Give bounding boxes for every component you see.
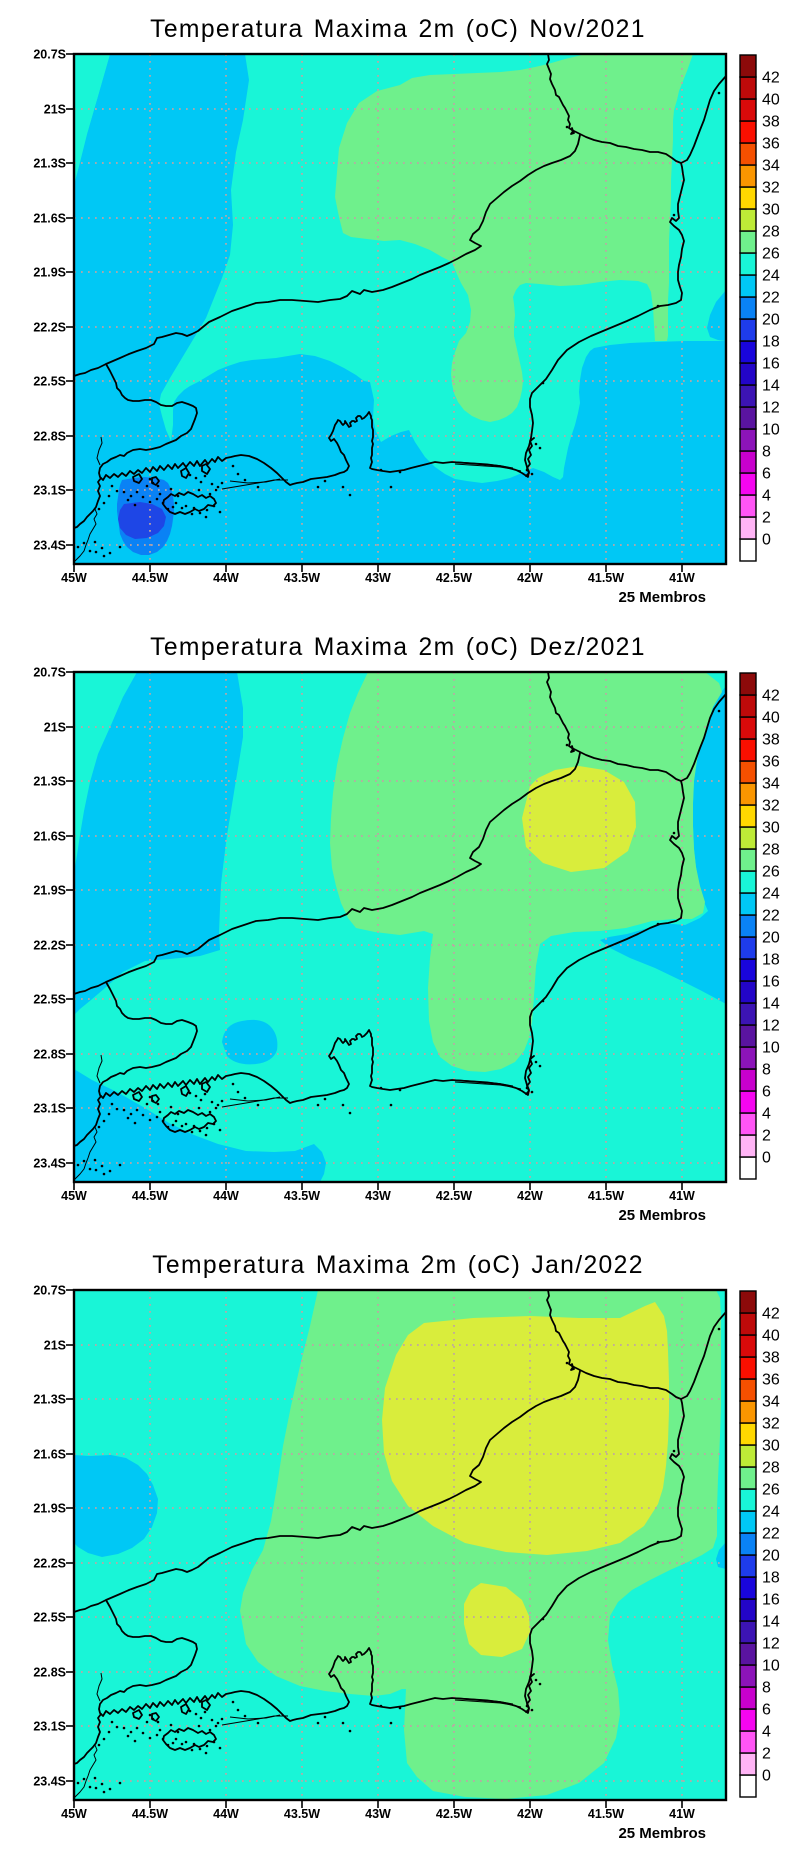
svg-text:22: 22	[762, 290, 780, 307]
svg-text:34: 34	[762, 158, 780, 175]
svg-text:23.4S: 23.4S	[33, 539, 66, 553]
svg-text:21.9S: 21.9S	[33, 266, 66, 280]
svg-text:21S: 21S	[44, 103, 66, 117]
svg-text:43.5W: 43.5W	[284, 571, 320, 585]
svg-text:40: 40	[762, 92, 780, 109]
svg-text:4: 4	[762, 488, 771, 505]
svg-text:20: 20	[762, 312, 780, 329]
svg-text:23.1S: 23.1S	[33, 484, 66, 498]
svg-text:10: 10	[762, 422, 780, 439]
svg-text:6: 6	[762, 466, 771, 483]
svg-text:21.3S: 21.3S	[33, 157, 66, 171]
svg-text:43W: 43W	[365, 571, 391, 585]
svg-text:Temperatura Maxima 2m (oC) Nov: Temperatura Maxima 2m (oC) Nov/2021	[150, 16, 646, 43]
svg-text:Temperatura Maxima 2m (oC) Jan: Temperatura Maxima 2m (oC) Jan/2022	[152, 1252, 644, 1279]
svg-text:24: 24	[762, 268, 780, 285]
svg-text:26: 26	[762, 246, 780, 263]
svg-text:32: 32	[762, 180, 780, 197]
svg-text:2: 2	[762, 510, 771, 527]
svg-text:41W: 41W	[669, 571, 695, 585]
svg-text:22.8S: 22.8S	[33, 430, 66, 444]
svg-text:42: 42	[762, 70, 780, 87]
svg-text:36: 36	[762, 136, 780, 153]
svg-text:28: 28	[762, 224, 780, 241]
svg-text:Temperatura Maxima 2m (oC) Dez: Temperatura Maxima 2m (oC) Dez/2021	[150, 634, 646, 661]
svg-text:14: 14	[762, 378, 780, 395]
svg-text:21.6S: 21.6S	[33, 212, 66, 226]
svg-text:0: 0	[762, 532, 771, 549]
svg-text:44W: 44W	[213, 571, 239, 585]
svg-text:22.2S: 22.2S	[33, 321, 66, 335]
svg-text:44.5W: 44.5W	[132, 571, 168, 585]
svg-text:45W: 45W	[61, 571, 87, 585]
svg-text:42W: 42W	[517, 571, 543, 585]
svg-text:20.7S: 20.7S	[33, 48, 66, 62]
svg-text:22.5S: 22.5S	[33, 375, 66, 389]
svg-text:38: 38	[762, 114, 780, 131]
svg-text:16: 16	[762, 356, 780, 373]
svg-text:42.5W: 42.5W	[436, 571, 472, 585]
svg-text:12: 12	[762, 400, 780, 417]
svg-text:25 Membros: 25 Membros	[618, 589, 706, 606]
svg-text:30: 30	[762, 202, 780, 219]
svg-text:41.5W: 41.5W	[588, 571, 624, 585]
svg-text:8: 8	[762, 444, 771, 461]
svg-text:18: 18	[762, 334, 780, 351]
